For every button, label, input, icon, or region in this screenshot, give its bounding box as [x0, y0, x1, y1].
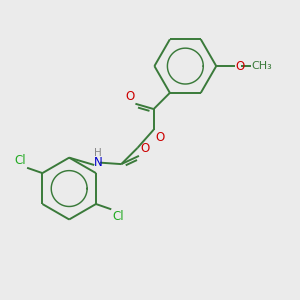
Text: O: O [125, 90, 134, 103]
Text: O: O [140, 142, 149, 155]
Text: Cl: Cl [112, 211, 124, 224]
Text: N: N [94, 156, 103, 169]
Text: CH₃: CH₃ [251, 61, 272, 71]
Text: H: H [94, 148, 102, 158]
Text: O: O [235, 60, 244, 73]
Text: Cl: Cl [14, 154, 26, 166]
Text: O: O [155, 131, 164, 144]
